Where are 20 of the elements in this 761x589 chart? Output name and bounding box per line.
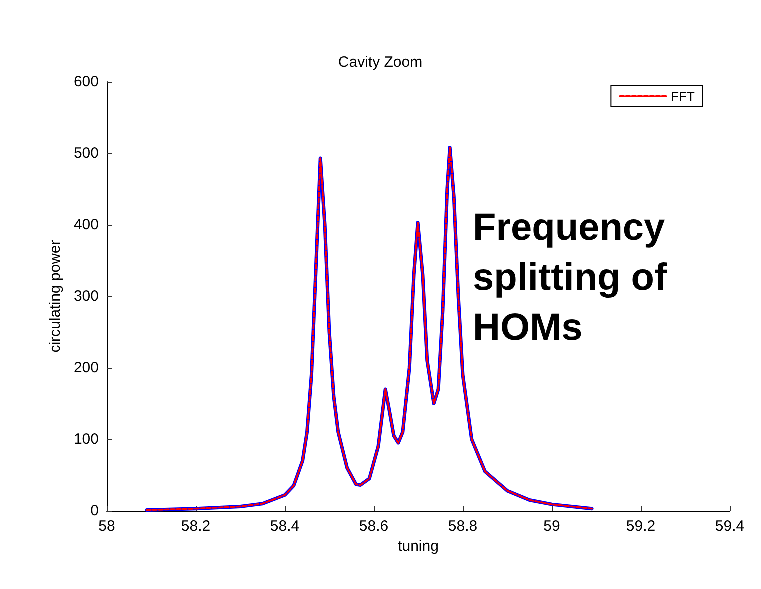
x-tick-label: 58 — [98, 518, 116, 535]
y-tick-label: 600 — [74, 74, 99, 90]
y-tick-label: 200 — [74, 360, 99, 376]
y-axis-title: circulating power — [47, 240, 64, 353]
annotation: Frequency splitting of HOMs — [473, 207, 678, 349]
x-tick-label: 58.2 — [181, 518, 211, 535]
x-tick-label: 59.4 — [715, 518, 745, 535]
y-tick-label: 0 — [90, 502, 99, 520]
y-tick-label: 300 — [74, 288, 99, 305]
chart-title: Cavity Zoom — [338, 54, 423, 71]
x-tick-label: 59 — [544, 518, 560, 535]
x-axis-title: tuning — [398, 538, 439, 555]
legend-label: FFT — [671, 89, 696, 104]
x-tick-label: 58.6 — [359, 518, 389, 535]
x-tick-label: 58.8 — [448, 518, 478, 535]
x-tick-label: 58.4 — [270, 518, 300, 535]
y-tick-label: 400 — [74, 216, 99, 234]
x-tick-label: 59.2 — [626, 518, 656, 535]
y-tick-label: 100 — [74, 431, 99, 448]
y-tick-label: 500 — [74, 145, 99, 162]
